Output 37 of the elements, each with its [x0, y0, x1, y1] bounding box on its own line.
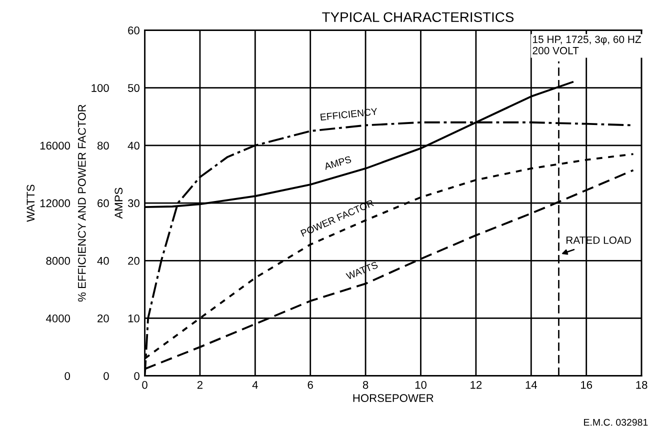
- y3-tick-label: 0: [64, 372, 70, 380]
- annotation: 15 HP, 1725, 3φ, 60 HZ 200 VOLT: [532, 36, 641, 54]
- x-tick-label: 14: [526, 381, 538, 389]
- y2-axis-title: % EFFICIENCY AND POWER FACTOR: [78, 104, 86, 302]
- x-tick-label: 4: [252, 381, 258, 389]
- x-axis-title: HORSEPOWER: [353, 394, 434, 402]
- x-tick-label: 18: [636, 380, 648, 389]
- y-tick-label: 10: [128, 314, 140, 322]
- x-tick-label: 8: [362, 380, 368, 389]
- y-tick-label: 20: [128, 256, 140, 265]
- x-tick-label: 16: [581, 380, 592, 389]
- y2-tick-label: 40: [97, 256, 109, 265]
- y-tick-label: 60: [128, 26, 140, 34]
- x-tick-label: 12: [470, 380, 482, 389]
- x-tick-label: 10: [415, 380, 426, 389]
- y3-tick-label: 16000: [40, 142, 70, 150]
- y3-tick-label: 12000: [40, 199, 70, 208]
- y-tick-label: 40: [128, 142, 140, 150]
- chart-title: TYPICAL CHARACTERISTICS: [322, 12, 514, 22]
- y2-tick-label: 20: [98, 314, 109, 322]
- y2-tick-label: 0: [104, 372, 109, 380]
- text: AMPS: [324, 156, 352, 170]
- y3-axis-title: WATTS: [26, 184, 35, 222]
- y2-tick-label: 100: [92, 84, 109, 92]
- y-tick-label: 30: [128, 199, 140, 208]
- y2-tick-label: 80: [97, 142, 109, 150]
- x-tick-label: 6: [308, 380, 313, 389]
- text: E.M.C. 032981: [584, 418, 648, 426]
- x-tick-label: 2: [197, 380, 202, 389]
- x-tick-label: 0: [142, 380, 148, 389]
- y-tick-label: 50: [128, 84, 140, 92]
- y2-tick-label: 60: [98, 199, 109, 208]
- y3-tick-label: 4000: [46, 314, 70, 322]
- text: EFFICIENCY: [320, 108, 378, 121]
- y-tick-label: 0: [134, 372, 140, 380]
- y-axis-title: AMPS: [114, 188, 123, 219]
- y3-tick-label: 8000: [46, 256, 70, 265]
